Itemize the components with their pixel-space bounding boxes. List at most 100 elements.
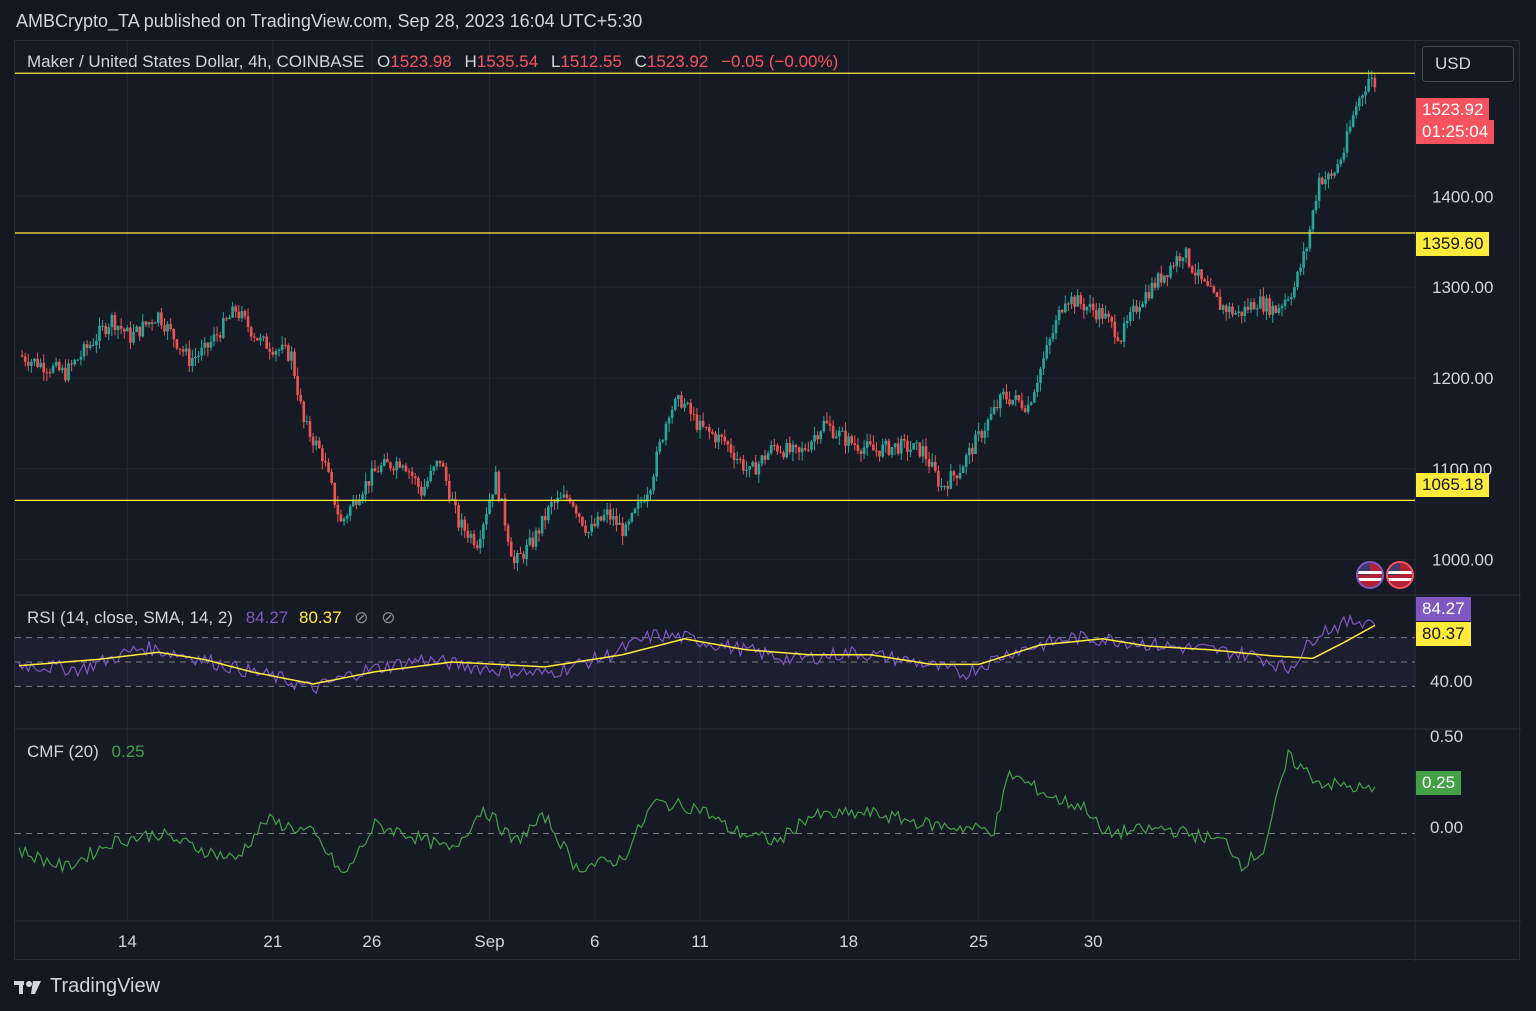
candle-body (639, 501, 643, 503)
candle-body (299, 394, 302, 402)
candle-body (547, 506, 550, 521)
candle-body (407, 471, 411, 473)
candle-body (296, 375, 299, 395)
candle-body (850, 436, 854, 444)
candle-body (661, 440, 665, 442)
candle-body (1249, 302, 1253, 310)
candle-body (577, 513, 581, 517)
candle-body (311, 436, 315, 446)
high-label: H (464, 52, 477, 71)
candle-body (723, 436, 727, 442)
candle-body (33, 358, 36, 362)
candle-body (1370, 77, 1374, 80)
candle-body (822, 420, 826, 432)
candle-body (126, 327, 129, 332)
candle-body (958, 472, 962, 479)
candle-body (673, 399, 677, 410)
candle-body (522, 553, 525, 559)
candle-body (1215, 292, 1219, 297)
us-flag-icon[interactable] (1356, 561, 1384, 589)
publish-bar: AMBCrypto_TA published on TradingView.co… (0, 0, 1536, 40)
candle-body (989, 413, 993, 420)
candle-body (831, 425, 835, 438)
candle-body (571, 501, 575, 507)
candle-body (135, 326, 138, 332)
rsi-hidden-icon[interactable]: ⊘ (354, 608, 369, 627)
candle-body (1302, 251, 1305, 268)
chart-frame[interactable]: 1000.00 1100.00 1200.00 1300.00 1400.00 14 21 2… (14, 40, 1521, 961)
candle-body (717, 434, 720, 443)
candle-body (150, 322, 154, 324)
candle-body (51, 365, 55, 373)
candle-body (1125, 320, 1129, 324)
candle-body (596, 516, 600, 527)
candle-body (500, 498, 504, 501)
candle-body (256, 337, 259, 341)
candle-body (203, 342, 207, 348)
candle-body (1088, 303, 1092, 308)
candle-body (435, 460, 439, 467)
candle-body (748, 466, 751, 470)
candle-body (686, 402, 689, 404)
candle-body (726, 441, 730, 445)
candle-body (868, 441, 872, 445)
time-axis-label: 25 (969, 932, 988, 951)
candle-body (1076, 295, 1079, 307)
candle-body (921, 446, 925, 457)
candle-body (519, 553, 522, 555)
candle-body (61, 367, 64, 371)
candle-body (528, 537, 532, 545)
open-label: O (377, 52, 391, 71)
candle-body (704, 426, 708, 428)
candle-body (992, 406, 996, 414)
candle-body (949, 471, 953, 489)
candle-body (98, 325, 101, 341)
rsi-sma-tag: 80.37 (1416, 622, 1471, 646)
candle-body (757, 463, 761, 475)
candle-body (856, 445, 860, 451)
candle-body (903, 438, 906, 441)
price-axis-label: 1200.00 (1432, 369, 1493, 388)
candle-body (590, 523, 593, 533)
candle-body (1119, 340, 1123, 342)
candle-body (172, 328, 176, 340)
time-axis-label: 26 (362, 932, 381, 951)
candle-body (1020, 400, 1024, 409)
price-axis-label: 1000.00 (1432, 551, 1493, 570)
candle-body (803, 448, 807, 450)
candle-body (872, 444, 875, 451)
candle-body (1039, 368, 1042, 384)
candle-body (593, 523, 597, 527)
currency-button[interactable]: USD (1422, 46, 1514, 82)
candle-body (785, 443, 788, 458)
candle-body (330, 471, 333, 483)
candle-body (964, 455, 968, 467)
candle-body (751, 462, 754, 467)
candle-body (930, 461, 934, 467)
candle-body (1336, 164, 1340, 173)
candle-body (862, 447, 866, 454)
footer-brand: TradingView (50, 975, 161, 997)
candle-body (943, 486, 946, 488)
candle-body (643, 501, 646, 503)
candle-body (952, 471, 956, 476)
candle-body (153, 322, 157, 324)
candle-body (206, 342, 210, 348)
candle-body (215, 334, 219, 336)
candle-body (116, 325, 120, 331)
candle-body (249, 327, 253, 337)
candle-body (1299, 267, 1302, 272)
candle-body (1237, 311, 1240, 314)
candle-body (1268, 298, 1271, 315)
candle-body (287, 345, 290, 361)
rsi-hidden-icon-2[interactable]: ⊘ (381, 608, 396, 627)
candle-body (1314, 200, 1318, 211)
candle-body (695, 414, 699, 430)
candle-body (1342, 152, 1346, 160)
candle-body (1277, 308, 1281, 313)
us-flag-icon-2[interactable] (1386, 561, 1414, 589)
candle-body (1129, 311, 1132, 321)
candle-body (627, 521, 631, 525)
candle-body (314, 440, 318, 446)
